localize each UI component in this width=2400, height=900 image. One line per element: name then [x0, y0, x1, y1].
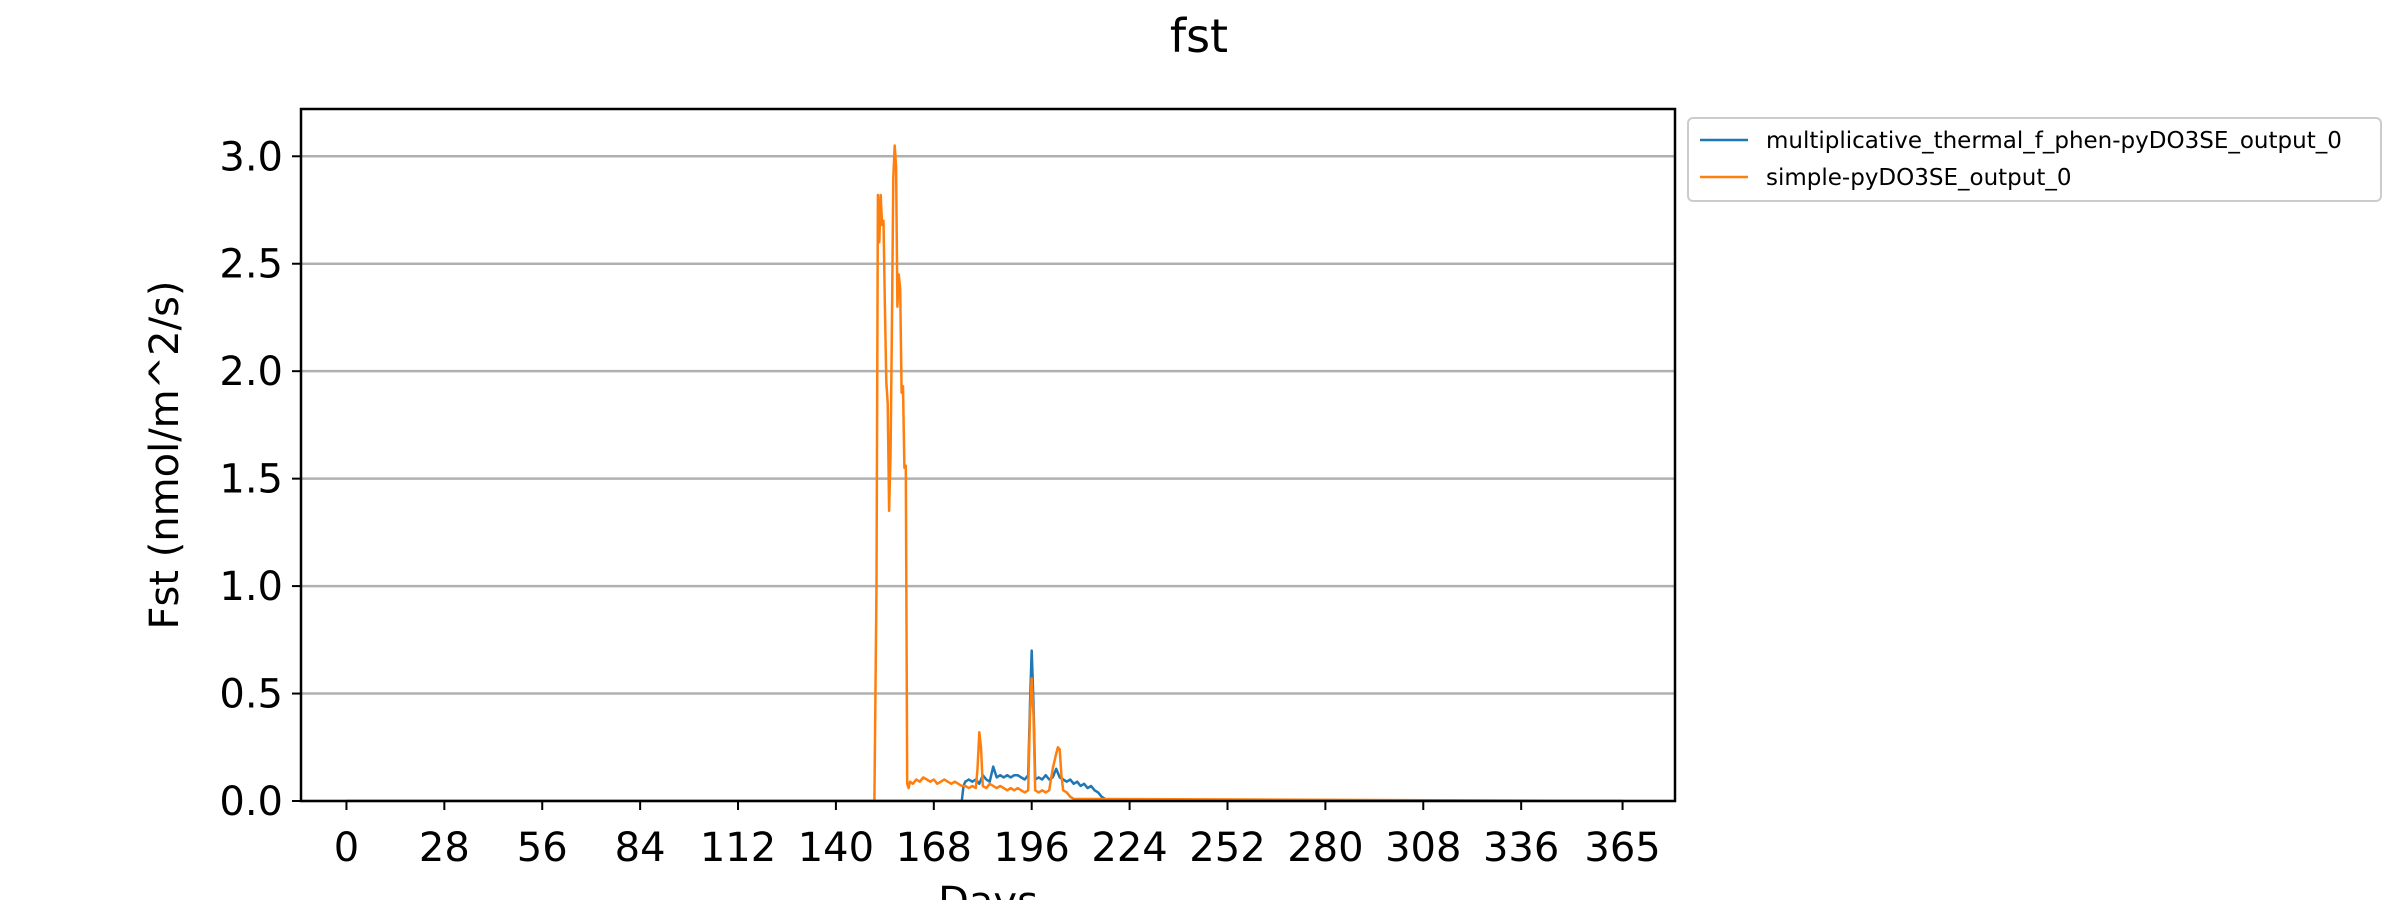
- series-line-1: [346, 649, 1623, 801]
- series-lines: [346, 144, 1623, 801]
- y-tick-label: 2.0: [219, 349, 283, 395]
- legend-entry-label: simple-pyDO3SE_output_0: [1766, 165, 2072, 191]
- y-tick-label: 2.5: [219, 242, 283, 288]
- x-tick-label: 112: [700, 825, 776, 871]
- x-axis-label: Days: [938, 879, 1038, 900]
- y-tick-label: 1.0: [219, 564, 283, 610]
- series-line-2: [346, 144, 1623, 801]
- x-tick-label: 0: [334, 825, 359, 871]
- x-tick-label: 365: [1584, 825, 1660, 871]
- y-tick-label: 0.0: [219, 779, 283, 825]
- x-tick-label: 84: [615, 825, 666, 871]
- x-tick-label: 140: [798, 825, 874, 871]
- x-tick-label: 308: [1385, 825, 1461, 871]
- grid: [301, 155, 1675, 803]
- x-tick-label: 252: [1189, 825, 1265, 871]
- x-tick-label: 196: [994, 825, 1070, 871]
- y-tick-label: 0.5: [219, 672, 283, 718]
- x-tick-label: 56: [517, 825, 568, 871]
- plot-frame: [299, 107, 1677, 803]
- x-tick-label: 336: [1483, 825, 1559, 871]
- legend-entry-label: multiplicative_thermal_f_phen-pyDO3SE_ou…: [1766, 128, 2342, 154]
- y-tick-label: 3.0: [219, 134, 283, 180]
- legend: multiplicative_thermal_f_phen-pyDO3SE_ou…: [1687, 117, 2382, 202]
- plot-clip-group: [346, 144, 1623, 801]
- y-axis: 0.0 0.5 1.0 1.5 2.0 2.5 3.0: [219, 134, 301, 825]
- x-tick-label: 224: [1091, 825, 1167, 871]
- legend-frame: [1687, 117, 2382, 202]
- y-tick-label: 1.5: [219, 457, 283, 503]
- x-tick-label: 28: [419, 825, 470, 871]
- x-tick-label: 168: [896, 825, 972, 871]
- chart-title: fst: [1170, 9, 1228, 63]
- x-axis: 0 28 56 84 112 140 168 196 224 252 280 308 336 365: [334, 801, 1661, 871]
- y-axis-label: Fst (nmol/m^2/s): [142, 280, 188, 629]
- x-tick-label: 280: [1287, 825, 1363, 871]
